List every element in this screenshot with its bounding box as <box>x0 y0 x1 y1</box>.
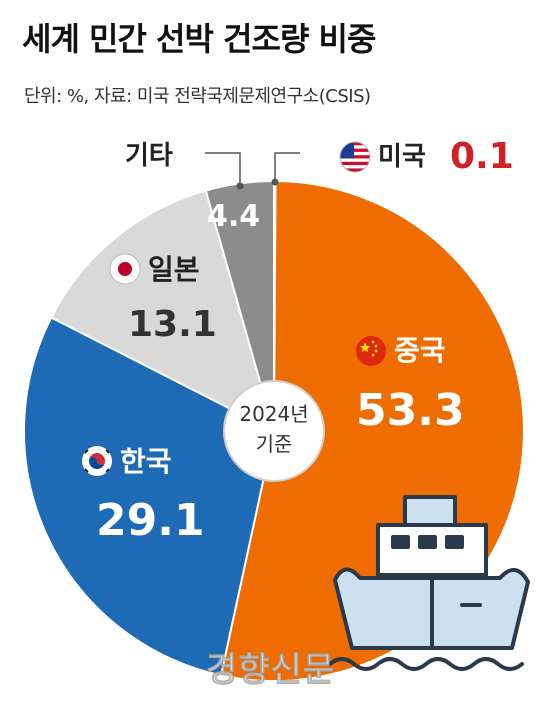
slice-korea <box>22 316 276 677</box>
value-label-china: 53.3 <box>356 385 465 436</box>
center-label-year: 2024년 <box>239 402 308 426</box>
category-label-china: 중국 <box>394 334 446 367</box>
leader-line-other <box>205 152 241 186</box>
china-flag-icon <box>356 336 386 366</box>
value-label-korea: 29.1 <box>96 495 205 546</box>
center-badge <box>223 380 325 482</box>
korea-flag-icon <box>82 446 112 476</box>
value-label-other: 4.4 <box>207 199 260 234</box>
leader-line-usa <box>274 152 300 182</box>
value-label-japan: 13.1 <box>128 304 217 345</box>
value-label-usa: 0.1 <box>450 136 514 177</box>
us-flag-icon <box>339 141 371 173</box>
category-label-usa: 미국 <box>378 142 426 172</box>
chart-title: 세계 민간 선박 건조량 비중 <box>22 20 376 58</box>
leader-dot-other <box>236 182 244 190</box>
category-label-korea: 한국 <box>120 445 172 478</box>
ship-icon <box>328 495 530 671</box>
japan-flag-icon <box>109 253 141 285</box>
chart-source-note: 단위: %, 자료: 미국 전략국제문제연구소(CSIS) <box>24 86 371 107</box>
slice-japan <box>49 189 276 433</box>
publisher-watermark: 경향신문 <box>205 650 336 691</box>
center-label-basis: 기준 <box>256 432 293 456</box>
leader-dot-usa <box>271 178 279 186</box>
category-label-other: 기타 <box>125 141 173 171</box>
category-label-japan: 일본 <box>148 253 200 286</box>
